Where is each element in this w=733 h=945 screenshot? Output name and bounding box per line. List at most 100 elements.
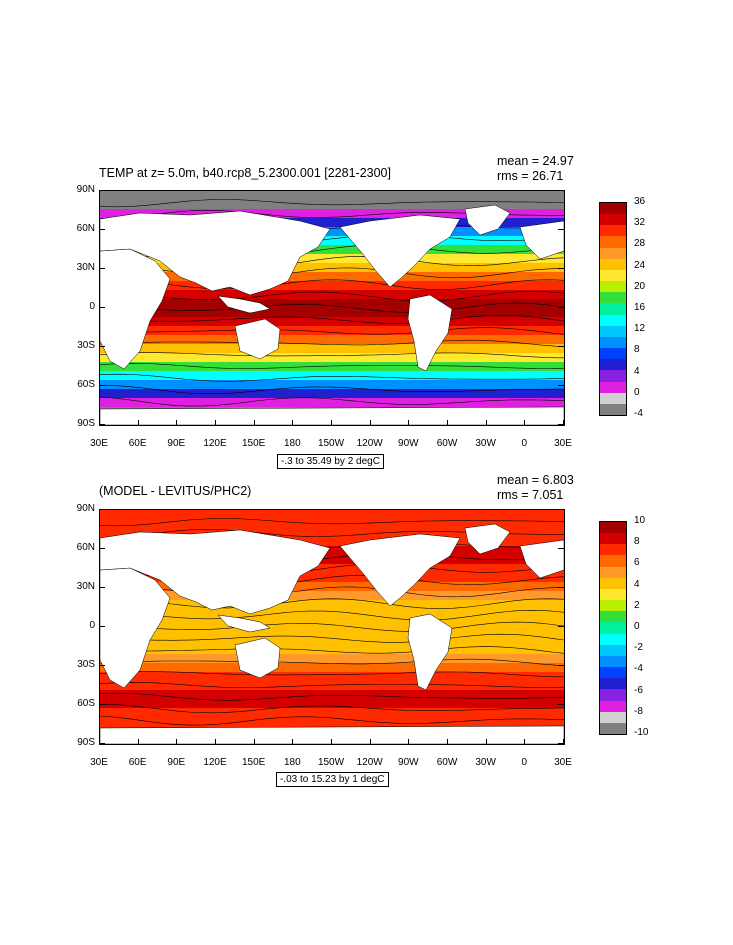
colorbar-label: 0 [634,386,640,398]
x-tick-label: 90W [398,757,419,768]
contour-line [100,373,564,382]
land-mask [100,210,331,296]
field-band [100,209,564,219]
field-band [100,218,564,228]
field-band [100,591,564,601]
contour-line [100,518,564,527]
colorbar-segment [600,336,626,349]
colorbar-segment [600,689,626,702]
land-mask [519,220,564,260]
contour-line [100,290,564,302]
colorbar-label: 0 [634,621,640,632]
x-tick [137,739,139,745]
colorbar-segment [600,325,626,338]
x-tick [253,739,255,745]
x-tick-label: 30E [554,757,572,768]
y-tick [558,268,564,269]
contour-line [100,385,564,395]
y-tick [99,587,105,588]
colorbar-segment [600,203,626,215]
colorbar-segment [600,711,626,724]
x-tick-label: 120E [203,438,227,449]
colorbar-segment [600,722,626,735]
colorbar-segment [600,544,626,556]
colorbar-label: 36 [634,196,646,207]
y-tick [99,268,105,269]
colorbar-segment [600,522,626,534]
contour-range-label: -.3 to 35.49 by 2 degC [277,454,384,469]
land-mask [519,539,564,579]
y-tick-label: 90S [77,737,95,748]
colorbar-label: -4 [634,663,643,675]
x-tick-label: 150W [317,757,345,768]
colorbar-label: 32 [634,217,646,229]
colorbar-label: 24 [634,259,646,271]
y-tick [99,743,105,744]
colorbar-label: 10 [634,515,646,526]
contour-line [100,621,564,632]
x-tick-label: 0 [521,438,528,449]
colorbar-label: 16 [634,302,646,313]
y-tick [558,229,564,230]
field-band [100,263,564,273]
contour-line [100,396,564,407]
field-band [100,564,564,574]
land-mask [234,318,281,360]
field-band [100,528,564,538]
contour-line [100,314,564,324]
x-tick [369,420,371,426]
land-mask [100,567,171,689]
field-band [100,654,564,664]
contour-line [100,658,564,666]
land-mask [100,529,331,615]
x-tick [369,739,371,745]
x-tick [563,739,564,745]
y-tick-label: 30S [77,659,95,670]
contour-line [100,633,564,643]
field-band [100,290,564,300]
land-mask [407,294,453,372]
field-band [100,555,564,565]
colorbar-segment [600,381,626,394]
contour-line [100,327,564,335]
colorbar-label: 28 [634,238,646,250]
land-mask [217,614,271,633]
rms-value: rms = 7.051 [497,488,564,502]
field-band [100,618,564,628]
colorbar-label: 8 [634,536,640,548]
colorbar-segment [600,403,626,416]
x-tick [215,420,216,426]
contour-line [100,692,564,701]
colorbar-label: 4 [634,578,640,590]
field-band [100,663,564,673]
colorbar-segment [600,611,626,623]
field-band [100,699,564,709]
colorbar-label: 8 [634,344,640,356]
y-tick-label: 60N [76,223,95,234]
field-band [100,537,564,547]
field-band [100,389,564,399]
panel-title: TEMP at z= 5.0m, b40.rcp8_5.2300.001 [22… [99,166,391,180]
x-tick [524,420,526,426]
field-band [100,362,564,372]
colorbar [599,521,627,735]
field-band [100,371,564,381]
y-tick [558,307,564,308]
land-mask [407,613,453,691]
x-tick [176,739,178,745]
x-tick-label: 90E [167,757,186,768]
y-tick [558,548,564,549]
difference-map [99,509,565,745]
field-band [100,299,564,309]
field-band [100,546,564,556]
temperature-map [99,190,565,426]
field-band [100,636,564,646]
contour-line [100,609,564,621]
mean-value: mean = 24.97 [497,154,574,168]
field-band [100,191,564,201]
x-tick-label: 30E [554,438,572,449]
land-mask [339,533,461,607]
y-tick [99,346,105,347]
colorbar [599,202,627,416]
field-band [100,609,564,619]
